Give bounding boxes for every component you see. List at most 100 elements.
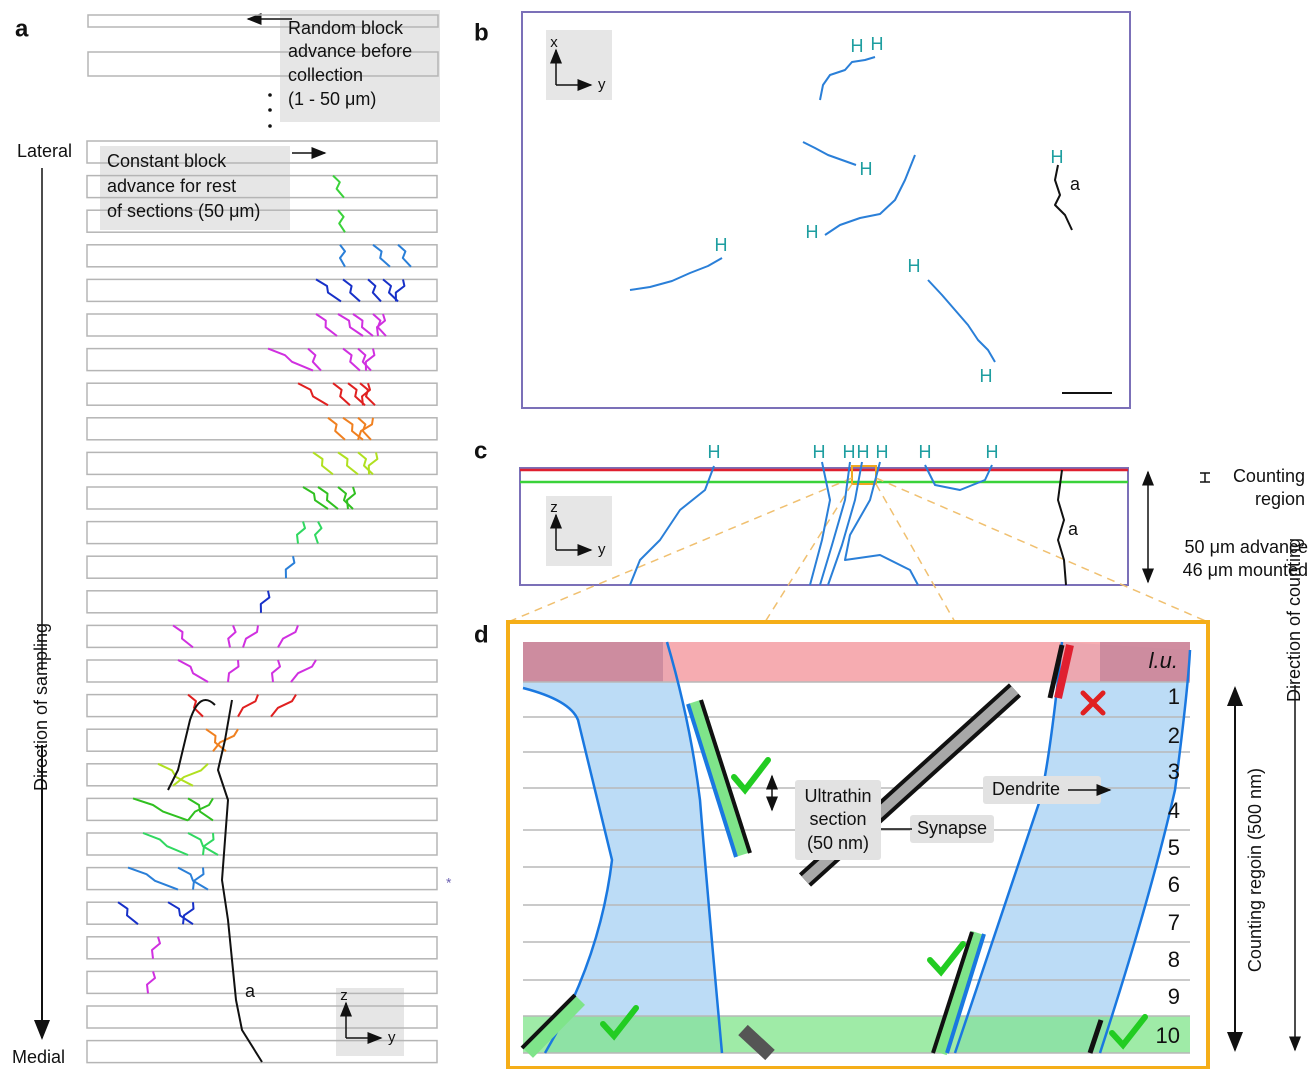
- figure: abcdRandom blockadvance beforecollection…: [0, 0, 1311, 1069]
- section-number: 2: [1168, 723, 1180, 748]
- section-number: 10: [1156, 1023, 1180, 1048]
- neurite: [118, 902, 138, 924]
- neurite: [340, 245, 345, 267]
- axis-label: z: [340, 987, 348, 1004]
- label: Counting regoin (500 nm): [1245, 768, 1265, 972]
- neurite: [173, 625, 193, 647]
- h-label: H: [813, 442, 826, 462]
- neurite: [338, 210, 345, 232]
- dendrites-c: [630, 462, 992, 585]
- h-label: H: [980, 366, 993, 386]
- lu-cell: [523, 642, 663, 682]
- neurite: [228, 660, 239, 682]
- neurite: [328, 418, 345, 440]
- axis-label: y: [388, 1029, 396, 1046]
- neurite: [228, 625, 235, 647]
- label: advance before: [288, 41, 412, 61]
- h-label: H: [857, 442, 870, 462]
- section: [87, 452, 437, 474]
- neurite: [291, 660, 316, 682]
- section: [87, 695, 437, 717]
- panel-b-frame: [522, 12, 1130, 408]
- label: *: [446, 875, 452, 891]
- section: [87, 522, 437, 544]
- section: [87, 798, 437, 820]
- section: [87, 764, 437, 786]
- axis-label: y: [598, 541, 606, 558]
- neurite: [338, 452, 358, 474]
- section: [87, 937, 437, 959]
- label: Direction of sampling: [31, 623, 51, 791]
- label: Synapse: [917, 818, 987, 838]
- neurite: [188, 695, 203, 717]
- label: collection: [288, 65, 363, 85]
- h-label: H: [871, 34, 884, 54]
- h-label: H: [843, 442, 856, 462]
- label: Ultrathin: [804, 786, 871, 806]
- label: (1 - 50 μm): [288, 89, 376, 109]
- panel-label: c: [474, 437, 487, 464]
- section: [87, 902, 437, 924]
- neurite: [353, 314, 373, 336]
- neurite: [152, 937, 160, 959]
- neurite: [315, 522, 322, 544]
- ellipsis: [268, 93, 272, 128]
- label: advance for rest: [107, 176, 236, 196]
- label: Lateral: [17, 141, 72, 161]
- h-label: H: [908, 256, 921, 276]
- neurite: [368, 279, 381, 301]
- neurite: [261, 591, 270, 613]
- h-label: H: [806, 222, 819, 242]
- section-number: 7: [1168, 910, 1180, 935]
- neurite: [143, 833, 188, 855]
- section: [87, 245, 437, 267]
- section: [87, 383, 437, 405]
- neurite: [286, 556, 295, 578]
- section: [87, 349, 437, 371]
- label: Dendrite: [992, 779, 1060, 799]
- section-number: 9: [1168, 984, 1180, 1009]
- label: Direction of counting: [1284, 538, 1304, 702]
- h-label: H: [986, 442, 999, 462]
- label: of sections (50 μm): [107, 201, 260, 221]
- label: Random block: [288, 18, 404, 38]
- neurite: [343, 279, 360, 301]
- label: region: [1255, 489, 1305, 509]
- section: [87, 487, 437, 509]
- section: [87, 591, 437, 613]
- neurite: [313, 452, 333, 474]
- label: section: [809, 809, 866, 829]
- neurite: [268, 349, 313, 371]
- neurite: [178, 660, 208, 682]
- axis-label: y: [598, 76, 606, 93]
- label: a: [245, 981, 256, 1001]
- neurite: [278, 625, 298, 647]
- neurite: [318, 487, 338, 509]
- neurite: [316, 279, 341, 301]
- label: l.u.: [1149, 648, 1178, 673]
- neurite: [398, 245, 411, 267]
- h-label: H: [715, 235, 728, 255]
- neurite: [128, 868, 178, 890]
- neurite: [168, 902, 193, 924]
- neurite: [297, 522, 305, 544]
- h-label: H: [708, 442, 721, 462]
- label: a: [1068, 519, 1079, 539]
- zoom-lines: [508, 478, 1208, 622]
- neurite: [308, 349, 321, 371]
- neurite: [396, 279, 405, 301]
- axon-c: [1058, 470, 1066, 585]
- section-number: 8: [1168, 947, 1180, 972]
- neurite: [147, 971, 155, 993]
- label: Constant block: [107, 151, 227, 171]
- neurite: [271, 695, 296, 717]
- neurite: [343, 349, 360, 371]
- dendrites-b: [630, 57, 995, 362]
- section-number: 1: [1168, 684, 1180, 709]
- label: Counting: [1233, 466, 1305, 486]
- axon: [168, 700, 215, 790]
- section-number: 5: [1168, 835, 1180, 860]
- label: (50 nm): [807, 833, 869, 853]
- label: Medial: [12, 1047, 65, 1067]
- h-label: H: [860, 159, 873, 179]
